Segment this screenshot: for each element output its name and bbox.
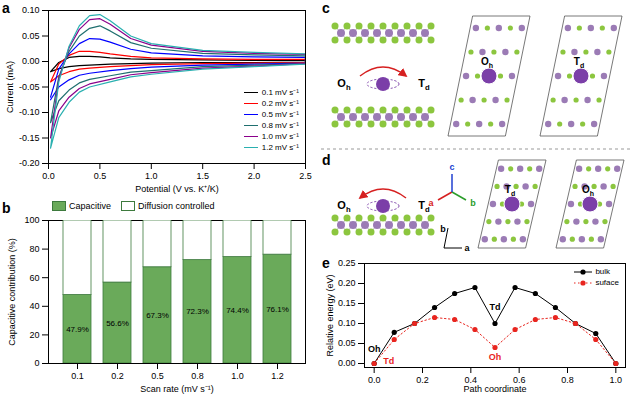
svg-text:1.2: 1.2 (271, 371, 284, 381)
svg-text:Oh: Oh (489, 352, 502, 362)
svg-text:0.15: 0.15 (338, 298, 356, 308)
svg-text:76.1%: 76.1% (266, 305, 289, 314)
svg-text:Scan rate (mV s⁻¹): Scan rate (mV s⁻¹) (140, 384, 214, 394)
svg-text:Relative energy (eV): Relative energy (eV) (325, 274, 335, 356)
html-text:0.8 mV s⁻¹: 0.8 mV s⁻¹ (261, 121, 299, 130)
svg-text:-0.05: -0.05 (19, 82, 40, 92)
html-text:0.5 mV s⁻¹: 0.5 mV s⁻¹ (261, 110, 299, 119)
svg-text:0.05: 0.05 (22, 31, 40, 41)
svg-text:b: b (440, 224, 446, 234)
svg-text:0.0: 0.0 (368, 375, 381, 385)
svg-text:80: 80 (29, 244, 39, 254)
svg-text:0.5: 0.5 (94, 171, 107, 181)
svg-text:0.5: 0.5 (151, 371, 164, 381)
svg-text:Oh: Oh (582, 184, 594, 197)
svg-text:0.4: 0.4 (464, 374, 478, 385)
svg-text:1.0: 1.0 (145, 171, 158, 181)
svg-text:72.3%: 72.3% (186, 307, 209, 316)
svg-text:74.4%: 74.4% (226, 306, 249, 315)
svg-text:Oh: Oh (368, 344, 381, 354)
svg-text:56.6%: 56.6% (106, 319, 129, 328)
svg-text:0: 0 (34, 358, 39, 368)
svg-text:40: 40 (29, 301, 39, 311)
svg-text:0.20: 0.20 (338, 278, 356, 288)
svg-text:Path coordinate: Path coordinate (463, 384, 526, 394)
svg-text:1.0: 1.0 (610, 375, 623, 385)
svg-text:a: a (428, 198, 434, 208)
html-text:suface: suface (595, 278, 619, 287)
svg-text:0.10: 0.10 (338, 318, 356, 328)
svg-text:b: b (470, 198, 476, 208)
html-text:1.0 mV s⁻¹: 1.0 mV s⁻¹ (261, 132, 299, 141)
svg-text:Td: Td (383, 356, 394, 366)
html-text:e: e (322, 255, 330, 271)
svg-text:0.2: 0.2 (111, 371, 124, 381)
svg-text:0.05: 0.05 (338, 338, 356, 348)
svg-text:2.0: 2.0 (248, 171, 261, 181)
svg-text:47.9%: 47.9% (66, 325, 89, 334)
svg-text:Oh: Oh (337, 199, 351, 214)
svg-text:1.5: 1.5 (196, 171, 209, 181)
svg-text:60: 60 (29, 273, 39, 283)
html-text:0.1 mV s⁻¹: 0.1 mV s⁻¹ (261, 88, 299, 97)
svg-text:Td: Td (505, 184, 515, 197)
svg-text:-0.15: -0.15 (19, 133, 40, 143)
svg-text:Capacitive contribution (%): Capacitive contribution (%) (7, 238, 17, 346)
svg-text:0.00: 0.00 (22, 56, 40, 66)
svg-text:-0.20: -0.20 (19, 158, 40, 168)
svg-text:1.0: 1.0 (231, 371, 244, 381)
svg-text:0.2: 0.2 (416, 375, 429, 385)
html-text:bulk: bulk (595, 267, 611, 276)
svg-text:Potential (V vs. K⁺/K): Potential (V vs. K⁺/K) (135, 184, 219, 194)
svg-text:0.8: 0.8 (191, 371, 204, 381)
svg-text:0.25: 0.25 (338, 258, 356, 268)
svg-text:Td: Td (490, 302, 501, 312)
svg-text:0.00: 0.00 (338, 358, 356, 368)
html-text:Diffusion controlled: Diffusion controlled (138, 201, 215, 211)
svg-text:2.5: 2.5 (299, 171, 312, 181)
svg-text:Oh: Oh (481, 56, 493, 69)
svg-text:67.3%: 67.3% (146, 311, 169, 320)
html-text:Capacitive: Capacitive (69, 201, 111, 211)
svg-text:Td: Td (418, 77, 430, 92)
svg-text:0.6: 0.6 (512, 374, 526, 385)
svg-text:Td: Td (574, 56, 584, 69)
svg-text:20: 20 (29, 330, 39, 340)
html-text:b: b (2, 200, 11, 216)
svg-text:c: c (449, 162, 454, 172)
svg-text:100: 100 (24, 215, 39, 225)
svg-text:Td: Td (418, 199, 430, 214)
svg-text:0.1: 0.1 (71, 371, 84, 381)
svg-text:Oh: Oh (337, 77, 351, 92)
html-text:d: d (322, 152, 331, 168)
svg-text:-0.10: -0.10 (19, 107, 40, 117)
svg-text:a: a (464, 243, 470, 253)
html-text:a: a (2, 0, 10, 16)
svg-text:0.8: 0.8 (561, 375, 574, 385)
svg-text:Current (mA): Current (mA) (5, 61, 15, 113)
html-text:1.2 mV s⁻¹: 1.2 mV s⁻¹ (261, 143, 299, 152)
svg-text:0.0: 0.0 (42, 171, 55, 181)
html-text:c: c (322, 0, 330, 16)
svg-text:0.10: 0.10 (22, 5, 40, 15)
html-text:0.2 mV s⁻¹: 0.2 mV s⁻¹ (261, 99, 299, 108)
